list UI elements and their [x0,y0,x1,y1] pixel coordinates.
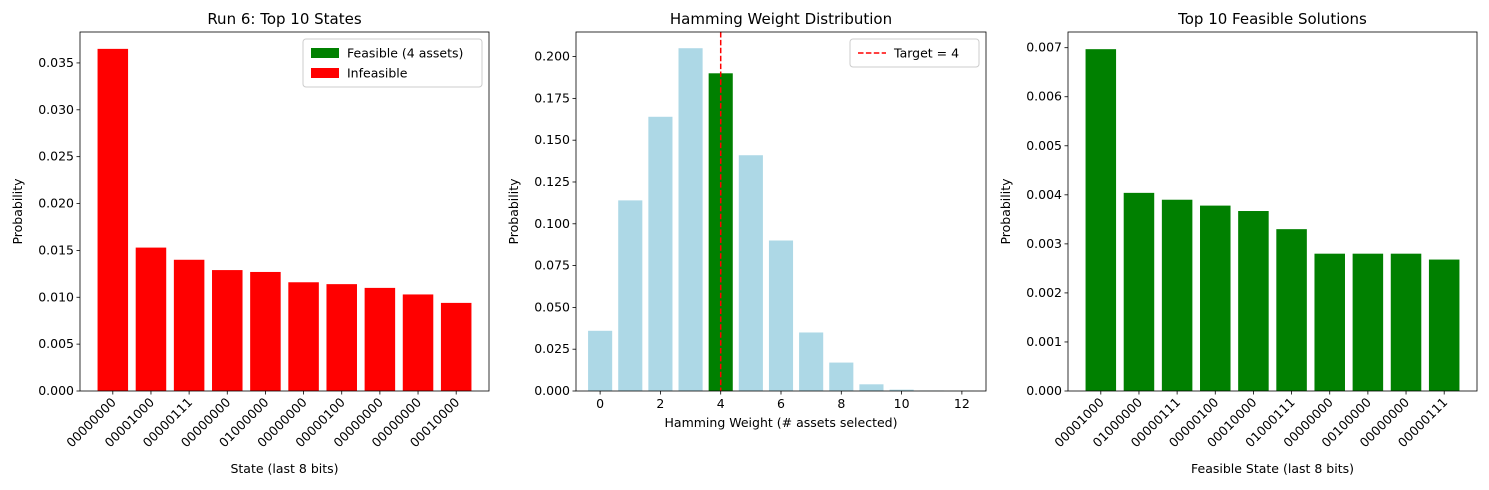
y-tick-label: 0.100 [534,216,570,231]
y-tick-label: 0.030 [38,102,74,117]
bar-7 [326,284,357,391]
bar-6 [288,282,319,391]
y-tick-label: 0.200 [534,49,570,64]
x-axis-label: Feasible State (last 8 bits) [1191,461,1354,476]
legend-swatch [311,68,339,78]
bar-6 [738,155,763,391]
y-tick-label: 0.175 [534,90,570,105]
chart-panel-1: 0.000 0.005 0.010 0.015 0.020 0.025 0.030 0.035… [10,10,490,476]
x-tick-label: 6 [777,396,785,411]
y-axis-label: Probability [10,178,25,245]
bar-9 [402,294,434,391]
x-tick-label: 2 [656,396,664,411]
bar-1 [1085,49,1117,392]
bar-3 [1161,199,1193,391]
axes-frame [79,31,490,392]
legend-box [302,38,483,88]
y-tick-label: 0.000 [1026,383,1062,398]
bar-10 [859,384,884,391]
bar-2 [618,200,643,391]
y-tick-label: 0.025 [38,149,74,164]
chart-panel-3: 0.000 0.001 0.002 0.003 0.004 0.005 0.006 0.007… [998,10,1478,476]
y-tick-label: 0.020 [38,196,74,211]
bar-2 [1123,192,1155,391]
legend-box [849,38,980,68]
y-tick-label: 0.125 [534,174,570,189]
y-tick-label: 0.035 [38,55,74,70]
bar-4 [1200,205,1231,391]
bar-10 [1428,259,1460,391]
y-tick-label: 0.005 [38,336,74,351]
y-tick-label: 0.002 [1026,285,1062,300]
bar-9 [829,362,854,391]
bar-7 [1314,253,1345,391]
chart-title: Top 10 Feasible Solutions [1177,10,1367,28]
y-tick-label: 0.001 [1026,334,1062,349]
chart-title: Hamming Weight Distribution [670,10,892,28]
y-tick-label: 0.007 [1026,40,1062,55]
bar-8 [364,287,396,391]
x-axis-label: Hamming Weight (# assets selected) [665,415,898,430]
y-tick-label: 0.015 [38,242,74,257]
bar-3 [648,116,673,391]
x-tick-label: 0 [596,396,604,411]
chart-title: Run 6: Top 10 States [207,10,362,28]
bar-4 [678,48,703,391]
y-axis-label: Probability [998,178,1013,245]
y-tick-label: 0.050 [534,299,570,314]
y-tick-label: 0.000 [38,383,74,398]
x-tick-label: 4 [717,396,725,411]
bar-1 [97,48,129,392]
legend: Target = 4 [849,38,980,68]
y-tick-label: 0.010 [38,289,74,304]
y-tick-label: 0.150 [534,132,570,147]
x-axis-label: State (last 8 bits) [230,461,338,476]
x-tick-label: 10 [894,396,910,411]
y-axis-label: Probability [506,178,521,245]
bar-1 [588,330,613,391]
bar-11 [889,389,914,391]
bar-5 [1238,211,1269,391]
y-tick-label: 0.075 [534,258,570,273]
legend-entry: Infeasible [347,66,408,81]
x-tick-label: 8 [837,396,845,411]
y-tick-label: 0.006 [1026,89,1062,104]
y-tick-label: 0.005 [1026,138,1062,153]
bar-6 [1276,229,1307,391]
legend-entry: Feasible (4 assets) [347,46,463,61]
chart-panel-2: 0.000 0.025 0.050 0.075 0.100 0.125 0.150 0.175… [506,10,987,430]
bar-3 [173,259,205,391]
y-tick-label: 0.000 [534,383,570,398]
legend-swatch [311,48,339,58]
x-tick-label: 12 [954,396,970,411]
axes-frame [1067,31,1478,392]
bar-8 [1352,253,1384,391]
y-tick-label: 0.025 [534,341,570,356]
legend-entry: Target = 4 [893,46,959,61]
y-tick-label: 0.004 [1026,187,1062,202]
bar-2 [135,247,167,391]
bar-5 [250,271,281,391]
bar-9 [1390,253,1422,391]
bar-8 [799,332,824,391]
y-tick-label: 0.003 [1026,236,1062,251]
bar-7 [768,240,794,391]
bar-4 [212,270,243,391]
legend: Feasible (4 assets) Infeasible [302,38,483,88]
bar-10 [440,302,472,391]
